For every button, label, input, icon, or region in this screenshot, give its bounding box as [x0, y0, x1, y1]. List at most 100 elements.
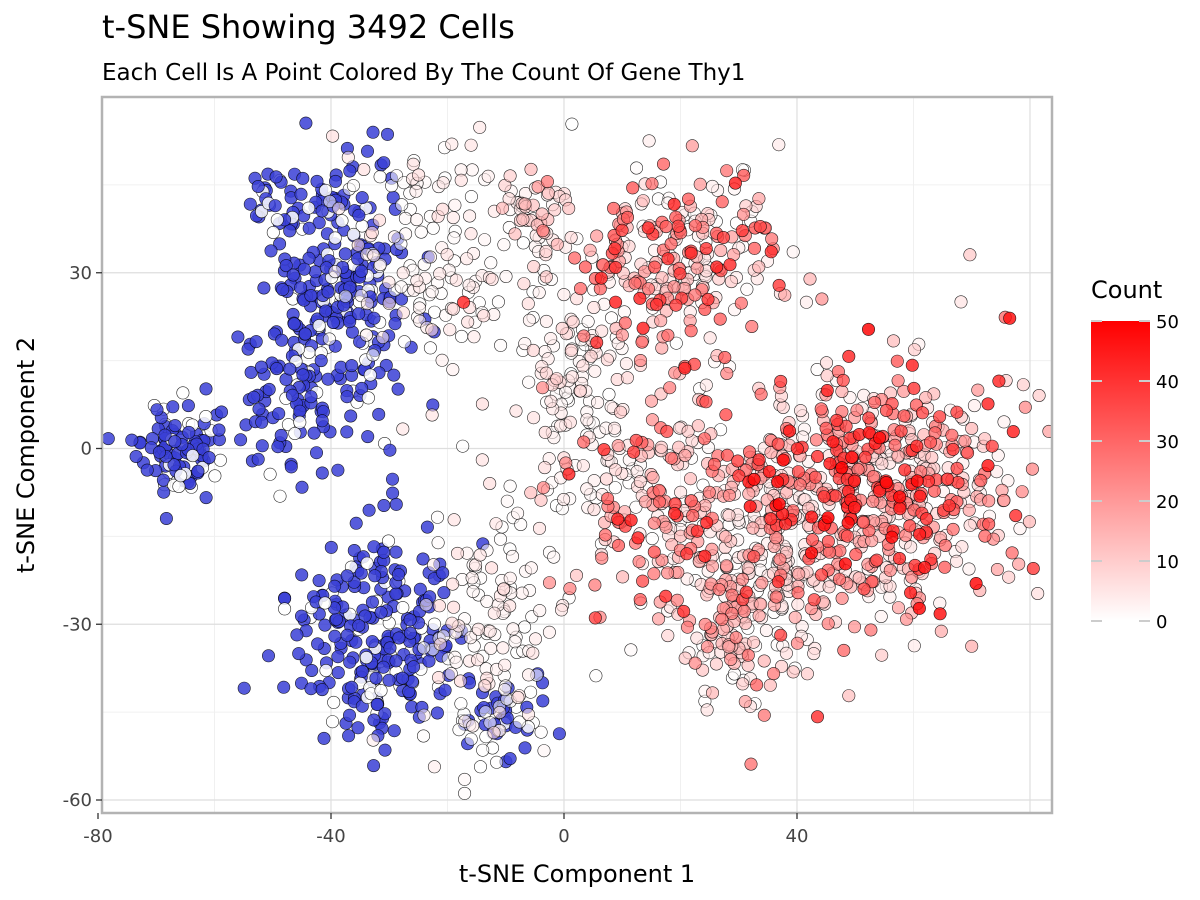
data-point	[641, 221, 655, 235]
data-point	[270, 362, 284, 376]
data-point	[633, 353, 647, 367]
data-point	[397, 335, 411, 349]
data-point	[351, 721, 365, 735]
data-point	[328, 231, 342, 245]
data-point	[849, 547, 863, 561]
data-point	[515, 586, 529, 600]
data-point	[885, 530, 899, 544]
data-point	[631, 531, 645, 545]
data-point	[326, 315, 340, 329]
data-point	[690, 261, 704, 275]
data-point	[247, 390, 261, 404]
data-point	[494, 338, 508, 352]
data-point	[449, 655, 463, 669]
data-point	[779, 646, 793, 660]
data-point	[277, 680, 291, 694]
data-point	[548, 203, 562, 217]
data-point	[710, 260, 724, 274]
data-point	[340, 425, 354, 439]
data-point	[636, 321, 650, 335]
data-point	[278, 602, 292, 616]
data-point	[299, 116, 313, 130]
data-point	[699, 395, 713, 409]
data-point	[539, 244, 553, 258]
data-point	[602, 387, 616, 401]
data-point	[746, 521, 760, 535]
y-tick-label: 0	[81, 439, 92, 460]
data-point	[302, 221, 316, 235]
data-point	[344, 409, 358, 423]
data-point	[503, 479, 517, 493]
data-point	[632, 555, 646, 569]
data-point	[807, 647, 821, 661]
data-point	[557, 492, 571, 506]
data-point	[875, 648, 889, 662]
data-point	[283, 224, 297, 238]
data-point	[426, 221, 440, 235]
data-point	[1003, 311, 1017, 325]
legend: Count 0 10 20 30 40 50	[1091, 276, 1179, 633]
data-point	[791, 586, 805, 600]
data-point	[284, 460, 298, 474]
data-point	[659, 220, 673, 234]
data-point	[343, 655, 357, 669]
data-point	[809, 433, 823, 447]
data-point	[480, 594, 494, 608]
data-point	[349, 516, 363, 530]
data-point	[835, 461, 849, 475]
data-point	[319, 304, 333, 318]
data-point	[982, 494, 996, 508]
data-point	[847, 474, 861, 488]
data-point	[478, 679, 492, 693]
data-point	[716, 231, 730, 245]
data-point	[963, 248, 977, 262]
data-point	[443, 323, 457, 337]
data-point	[893, 502, 907, 516]
data-point	[667, 280, 681, 294]
data-point	[477, 309, 491, 323]
data-point	[1042, 424, 1052, 438]
data-point	[436, 566, 450, 580]
data-point	[647, 545, 661, 559]
data-point	[720, 366, 734, 380]
data-point	[511, 690, 525, 704]
data-point	[159, 511, 173, 525]
data-point	[804, 546, 818, 560]
data-point	[720, 164, 734, 178]
data-point	[821, 511, 835, 525]
data-point	[788, 610, 802, 624]
data-point	[237, 681, 251, 695]
data-point	[403, 626, 417, 640]
data-point	[199, 491, 213, 505]
data-point	[719, 408, 733, 422]
data-point	[307, 426, 321, 440]
data-points	[102, 116, 1052, 800]
data-point	[342, 729, 356, 743]
y-axis-label: t-SNE Component 2	[12, 337, 40, 573]
data-point	[680, 620, 694, 634]
data-point	[268, 199, 282, 213]
data-point	[862, 426, 876, 440]
data-point	[167, 458, 181, 472]
data-point	[252, 402, 266, 416]
data-point	[961, 446, 975, 460]
data-point	[367, 713, 381, 727]
data-point	[338, 289, 352, 303]
data-point	[786, 245, 800, 259]
data-point	[590, 229, 604, 243]
data-point	[440, 248, 454, 262]
data-point	[357, 163, 371, 177]
data-point	[680, 572, 694, 586]
data-point	[465, 571, 479, 585]
data-point	[580, 413, 594, 427]
data-point	[430, 706, 444, 720]
data-point	[671, 219, 685, 233]
data-point	[450, 546, 464, 560]
data-point	[503, 169, 517, 183]
data-point	[963, 518, 977, 532]
data-point	[852, 571, 866, 585]
data-point	[735, 572, 749, 586]
data-point	[799, 295, 813, 309]
data-point	[965, 639, 979, 653]
